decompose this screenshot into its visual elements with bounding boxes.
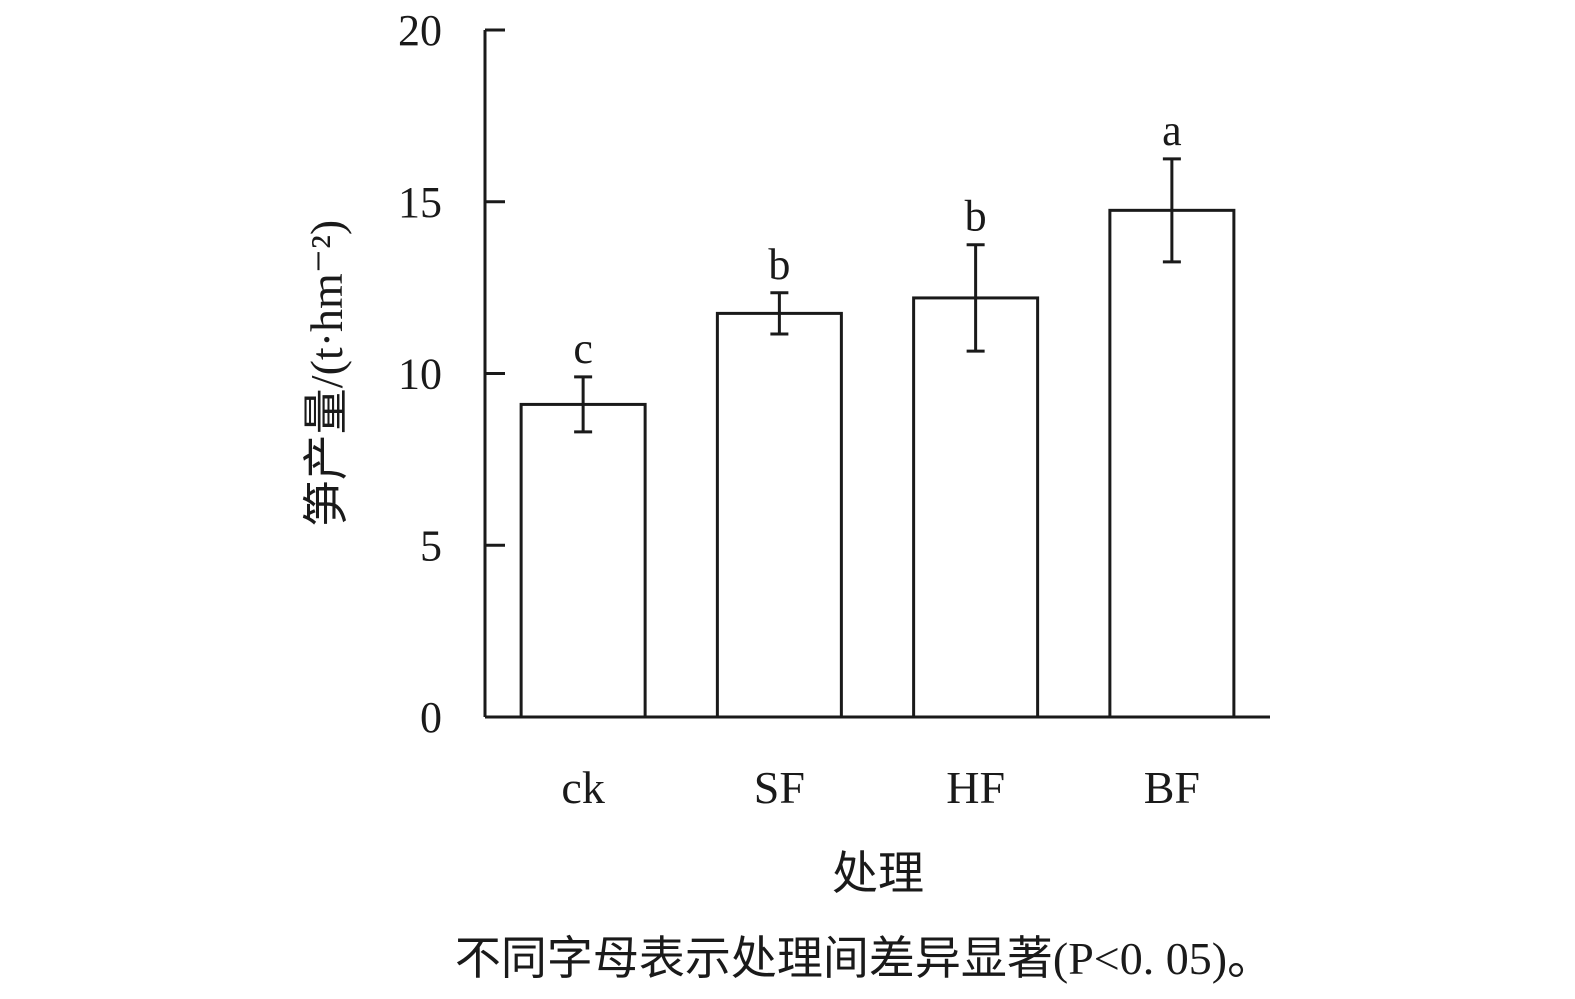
y-tick-label-20: 20: [398, 6, 442, 55]
significance-letter-ck: c: [573, 324, 593, 373]
y-tick-label-10: 10: [398, 350, 442, 399]
x-tick-label-hf: HF: [946, 762, 1005, 813]
significance-note: 不同字母表示处理间差异显著(P<0. 05)。: [455, 933, 1273, 984]
x-axis-label: 处理: [832, 848, 924, 899]
significance-letter-bf: a: [1162, 106, 1182, 155]
bar-sf: [715, 311, 843, 719]
y-tick-label-15: 15: [398, 178, 442, 227]
x-tick-label-sf: SF: [754, 762, 805, 813]
significance-letter-hf: b: [965, 192, 987, 241]
y-axis-label: 笋产量/(t·hm⁻²): [301, 220, 352, 526]
significance-letter-sf: b: [768, 240, 790, 289]
plot-area: c ck b SF b HF a BF 0 5 10 15 20: [398, 6, 1270, 813]
bar-hf: [912, 296, 1040, 719]
bar-bf: [1108, 208, 1236, 719]
y-tick-label-0: 0: [420, 693, 442, 742]
y-tick-label-5: 5: [420, 521, 442, 570]
x-tick-label-bf: BF: [1144, 762, 1200, 813]
x-tick-label-ck: ck: [561, 762, 604, 813]
bar-ck: [519, 402, 647, 719]
